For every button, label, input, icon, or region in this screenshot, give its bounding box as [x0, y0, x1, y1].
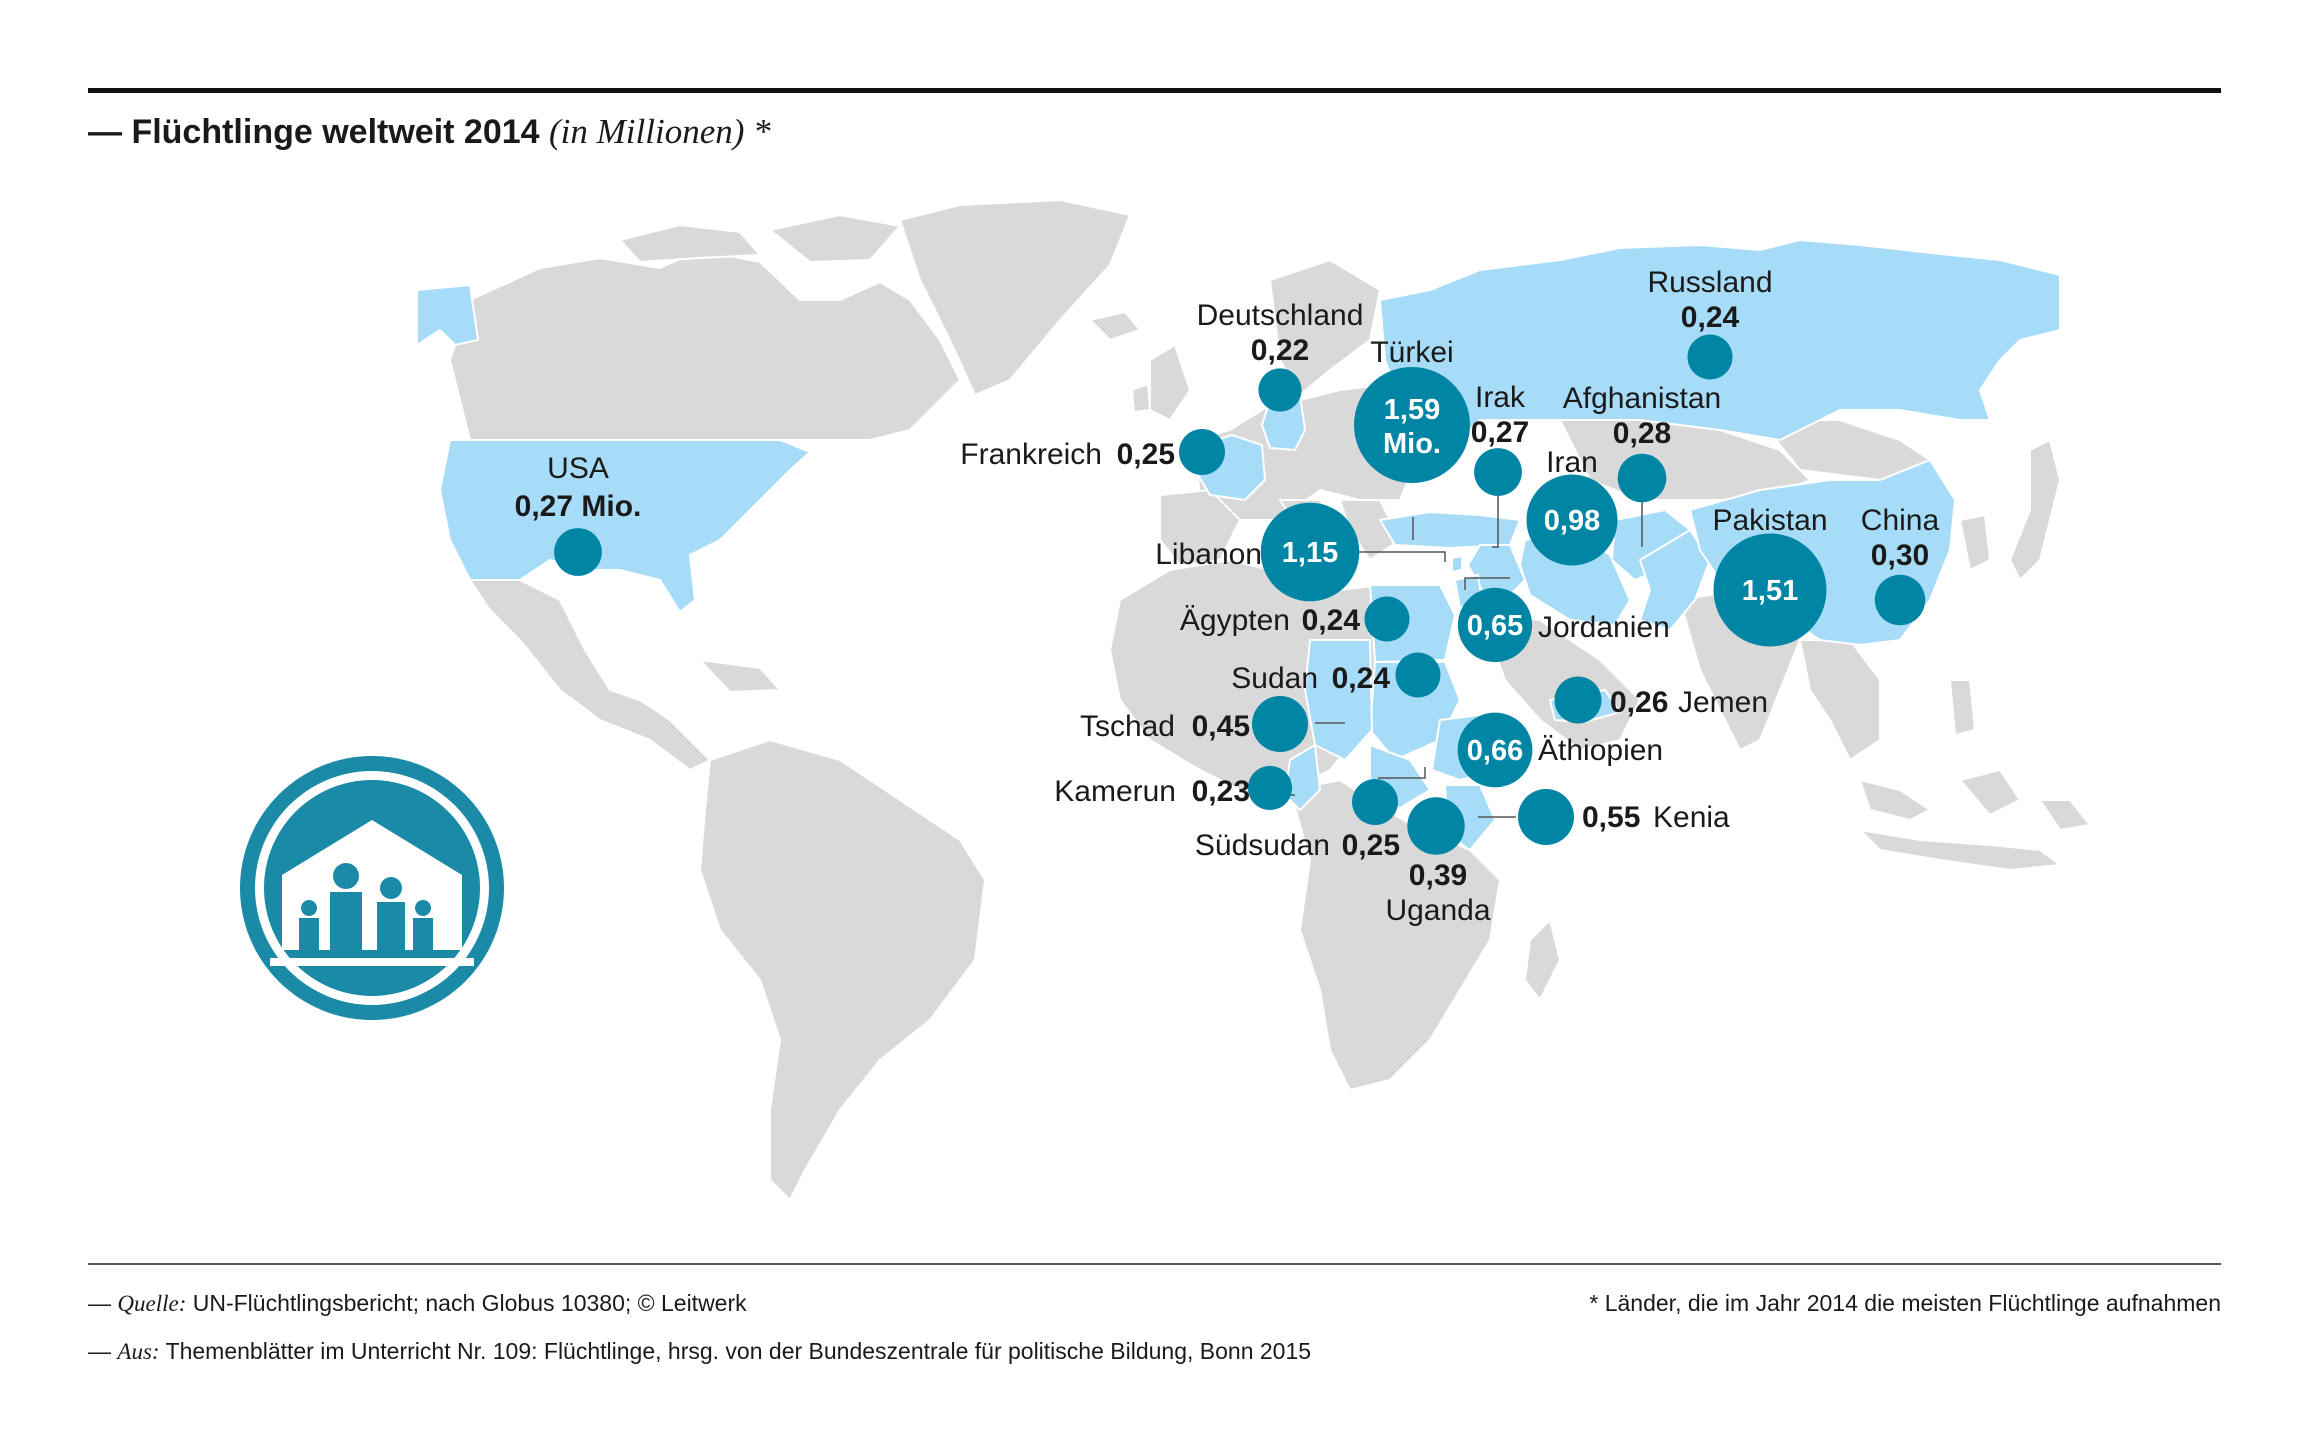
label-name-tuerkei: Türkei — [1370, 336, 1453, 369]
bubble-tschad — [1252, 696, 1308, 752]
bubble-tuerkei — [1354, 367, 1470, 483]
footer-origin-label: Aus: — [117, 1339, 160, 1364]
bubble-iran — [1526, 474, 1618, 566]
label-value-usa: 0,27 Mio. — [515, 490, 642, 523]
top-rule — [88, 88, 2221, 93]
footer-origin-text: Themenblätter im Unterricht Nr. 109: Flü… — [159, 1338, 1312, 1364]
label-name-irak: Irak — [1475, 381, 1526, 414]
title-dash: — — [88, 113, 132, 151]
label-value-china: 0,30 — [1871, 539, 1929, 572]
country-shape-pakistan — [1638, 528, 1712, 632]
country-shape-tuerkei — [1378, 510, 1522, 550]
label-name-libanon: Libanon — [1155, 538, 1262, 571]
bubble-usa — [554, 528, 602, 576]
label-name-aegypten: Ägypten — [1180, 604, 1290, 637]
bubble-value-aethiopien: 0,66 — [1467, 735, 1523, 767]
bubble-libanon — [1260, 502, 1360, 602]
bubble-sudan — [1395, 652, 1441, 698]
label-name-russland: Russland — [1647, 266, 1772, 299]
footer-source-text: UN-Flüchtlingsbericht; nach Globus 10380… — [186, 1290, 747, 1316]
label-value-suedsudan: 0,25 — [1342, 829, 1400, 862]
bubble-jordanien — [1457, 587, 1533, 663]
bubble-suedsudan — [1352, 779, 1398, 825]
bubble-kenia — [1518, 789, 1574, 845]
bubble-afghanistan — [1617, 453, 1667, 503]
label-name-suedsudan: Südsudan — [1195, 829, 1330, 862]
label-value-kamerun: 0,23 — [1192, 775, 1250, 808]
bubble-frankreich — [1179, 429, 1225, 475]
label-name-kenia: Kenia — [1653, 801, 1730, 834]
map-title: — Flüchtlinge weltweit 2014 (in Millione… — [88, 112, 771, 152]
label-name-frankreich: Frankreich — [960, 438, 1102, 471]
footer-source-label: Quelle: — [117, 1291, 187, 1316]
label-value-irak: 0,27 — [1471, 416, 1529, 449]
footer-origin-dash: — — [88, 1338, 118, 1364]
title-subtitle: (in Millionen) * — [549, 112, 771, 151]
footer-note: * Länder, die im Jahr 2014 die meisten F… — [1589, 1290, 2221, 1316]
label-name-sudan: Sudan — [1231, 662, 1318, 695]
label-name-jordanien: Jordanien — [1538, 611, 1670, 644]
label-name-china: China — [1861, 504, 1940, 537]
label-value-sudan: 0,24 — [1332, 662, 1391, 695]
highlighted-countries — [416, 238, 2061, 852]
country-shape-libanon — [1451, 554, 1463, 574]
bubble-value-tuerkei: 1,59 — [1384, 394, 1440, 426]
label-name-iran: Iran — [1546, 446, 1598, 479]
leader-suedsudan — [1378, 767, 1426, 779]
refugee-shelter-family-icon — [240, 756, 504, 1020]
label-value-tschad: 0,45 — [1192, 710, 1250, 743]
label-name-jemen: Jemen — [1678, 686, 1768, 719]
label-name-kamerun: Kamerun — [1054, 775, 1176, 808]
footer-source-dash: — — [88, 1290, 118, 1316]
label-name-tschad: Tschad — [1080, 710, 1175, 743]
label-name-afghanistan: Afghanistan — [1563, 382, 1721, 415]
bubble-value-jordanien: 0,65 — [1467, 610, 1523, 642]
label-value-aegypten: 0,24 — [1302, 604, 1361, 637]
label-value-russland: 0,24 — [1681, 301, 1740, 334]
label-name-uganda: Uganda — [1385, 894, 1490, 927]
bubble-pakistan — [1713, 533, 1827, 647]
bubble-irak — [1474, 448, 1522, 496]
bubble-china — [1874, 574, 1926, 626]
bubble-russland — [1687, 334, 1733, 380]
bubble-value-iran: 0,98 — [1544, 505, 1600, 537]
bubble-unit-tuerkei: Mio. — [1383, 428, 1441, 460]
country-shape-usa — [438, 439, 812, 614]
label-value-uganda: 0,39 — [1409, 859, 1467, 892]
label-value-frankreich: 0,25 — [1117, 438, 1175, 471]
bubble-deutschland — [1258, 368, 1302, 412]
bubble-jemen — [1554, 676, 1602, 724]
label-value-deutschland: 0,22 — [1251, 334, 1309, 367]
bubble-aethiopien — [1457, 712, 1533, 788]
label-layer: USA 0,27 Mio. Russland 0,24 Deutschland … — [515, 266, 1940, 927]
bubble-value-pakistan: 1,51 — [1742, 575, 1798, 607]
footer-origin: — Aus: Themenblätter im Unterricht Nr. 1… — [88, 1338, 1311, 1365]
leader-jordanien — [1464, 577, 1510, 590]
label-name-deutschland: Deutschland — [1197, 299, 1364, 332]
bubble-aegypten — [1364, 596, 1410, 642]
label-name-usa: USA — [547, 452, 609, 485]
label-value-afghanistan: 0,28 — [1613, 417, 1671, 450]
label-name-aethiopien: Äthiopien — [1538, 734, 1663, 767]
label-value-jemen: 0,26 — [1610, 686, 1668, 719]
bottom-rule — [88, 1263, 2221, 1265]
bubble-kamerun — [1247, 765, 1293, 811]
leader-irak — [1492, 488, 1499, 548]
country-shape-tschad — [1303, 639, 1374, 762]
country-shape-usa-alaska — [416, 283, 480, 347]
label-name-pakistan: Pakistan — [1712, 504, 1827, 537]
leader-libanon — [1340, 551, 1446, 562]
bubble-value-libanon: 1,15 — [1282, 537, 1338, 569]
title-main: Flüchtlinge weltweit 2014 — [131, 113, 540, 151]
footer-source: — Quelle: UN-Flüchtlingsbericht; nach Gl… — [88, 1290, 747, 1317]
bubble-uganda — [1407, 797, 1465, 855]
label-value-kenia: 0,55 — [1582, 801, 1640, 834]
